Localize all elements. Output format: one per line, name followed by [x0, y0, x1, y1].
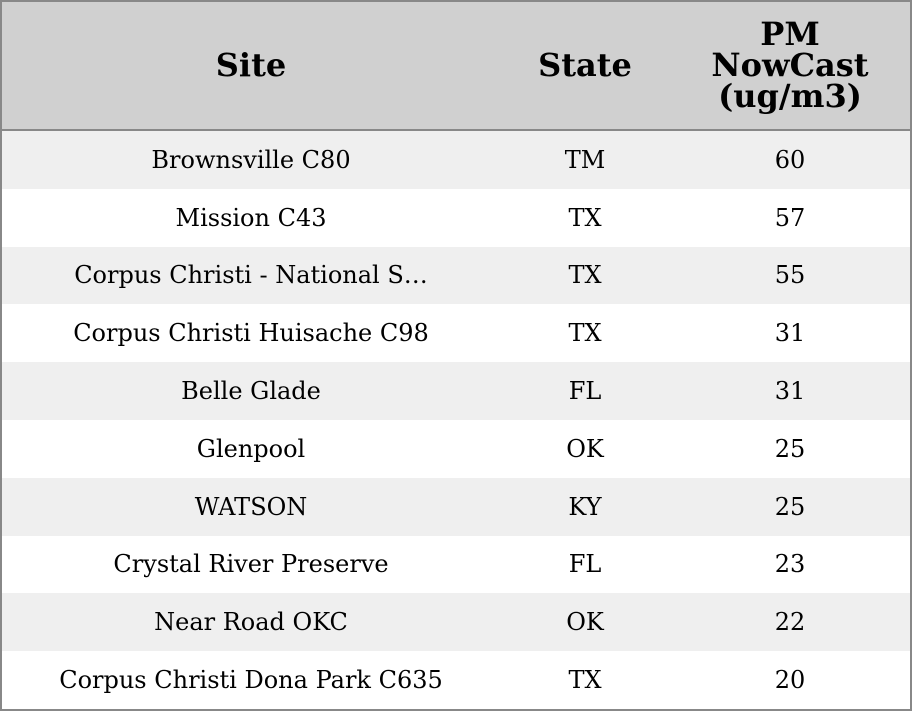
table-cell: 55 — [774, 261, 806, 290]
table-cell: TX — [568, 319, 602, 348]
header-text: Site — [215, 46, 287, 84]
table-cell: Corpus Christi - National S… — [74, 261, 428, 290]
table-row: Brownsville C80 TM 60 — [2, 131, 910, 189]
table-cell: 23 — [774, 550, 806, 579]
header-row: Site State PM NowCast (ug/m3) — [2, 2, 910, 131]
table-cell: 20 — [774, 666, 806, 695]
table-row: Glenpool OK 25 — [2, 419, 910, 478]
table-cell: FL — [568, 377, 602, 406]
table-cell: 31 — [774, 377, 806, 406]
table-cell: Near Road OKC — [154, 608, 348, 637]
table-cell: Corpus Christi Dona Park C635 — [59, 666, 443, 695]
table-cell: OK — [566, 434, 604, 463]
header-text: PM NowCast (ug/m3) — [711, 15, 869, 115]
table-cell: 25 — [774, 492, 806, 521]
table-cell: 25 — [774, 434, 806, 463]
table-row: Mission C43 TX 57 — [2, 188, 910, 247]
table-cell: WATSON — [194, 492, 308, 521]
header-cell: PM NowCast (ug/m3) — [670, 2, 910, 129]
table-cell: TM — [564, 145, 606, 174]
table-cell: Glenpool — [196, 434, 306, 463]
table-row: Crystal River Preserve FL 23 — [2, 535, 910, 594]
header-cell: State — [500, 2, 670, 129]
table-cell: 22 — [774, 608, 806, 637]
header-cell: Site — [2, 2, 500, 129]
table-cell: 31 — [774, 319, 806, 348]
table-row: Near Road OKC OK 22 — [2, 593, 910, 652]
table-cell: TX — [568, 666, 602, 695]
table-cell: TX — [568, 203, 602, 232]
table-cell: OK — [566, 608, 604, 637]
table-cell: Corpus Christi Huisache C98 — [73, 319, 429, 348]
table-body: Brownsville C80 TM 60 Mission C43 TX 57 Corpus… — [2, 131, 910, 709]
table-cell: 57 — [774, 203, 806, 232]
table-cell: Crystal River Preserve — [113, 550, 389, 579]
table-cell: 60 — [774, 145, 806, 174]
table-cell: FL — [568, 550, 602, 579]
table-cell: Belle Glade — [181, 377, 321, 406]
header-text: State — [538, 46, 632, 84]
table-row: Belle Glade FL 31 — [2, 362, 910, 420]
table-row: Corpus Christi Dona Park C635 TX 20 — [2, 651, 910, 709]
table-cell: TX — [568, 261, 602, 290]
table-cell: KY — [568, 492, 602, 521]
table-row: Corpus Christi - National S… TX 55 — [2, 246, 910, 305]
table-cell: Mission C43 — [175, 203, 327, 232]
table-row: Corpus Christi Huisache C98 TX 31 — [2, 304, 910, 363]
table-cell: Brownsville C80 — [151, 145, 351, 174]
table-row: WATSON KY 25 — [2, 477, 910, 536]
